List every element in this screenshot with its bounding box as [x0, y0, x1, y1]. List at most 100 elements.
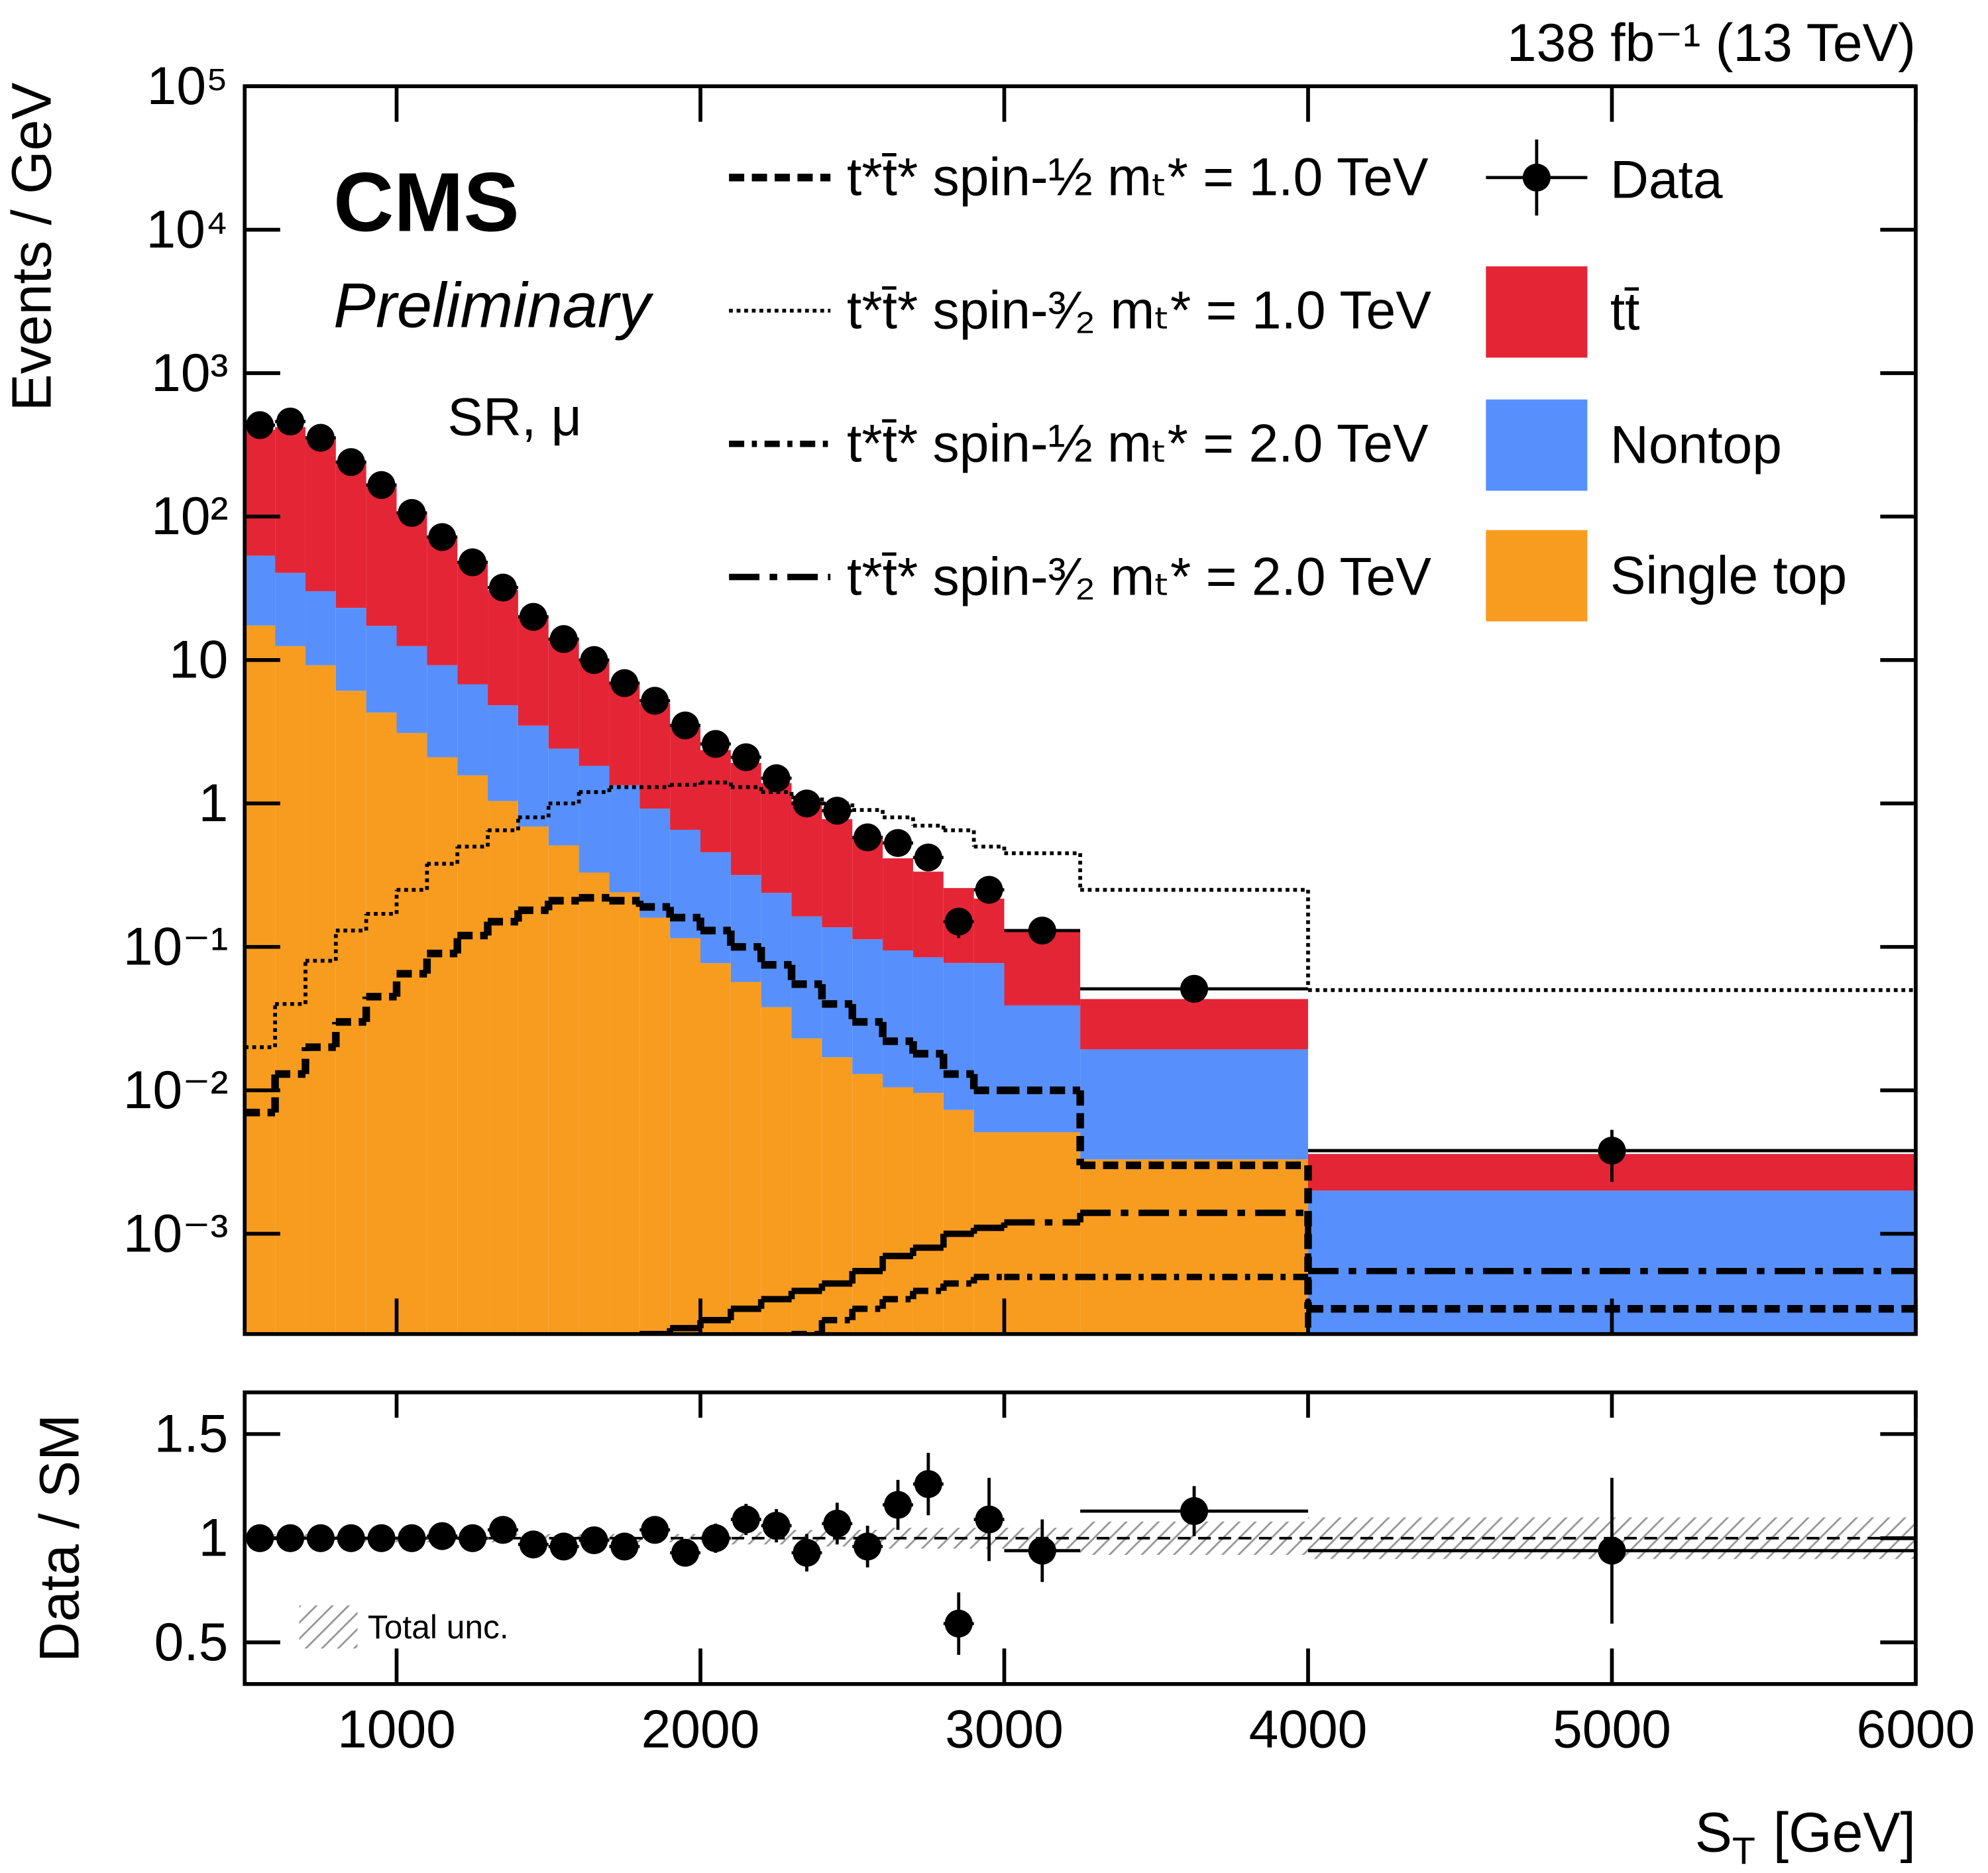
stack-bar	[639, 703, 671, 809]
data-point	[883, 828, 912, 857]
stack-bar	[1080, 999, 1308, 1050]
data-point	[1598, 1137, 1626, 1165]
stack-bar	[335, 462, 366, 608]
stack-bar	[700, 750, 731, 852]
data-point	[337, 448, 365, 477]
data-point	[488, 573, 518, 602]
ratio-point	[732, 1505, 760, 1534]
legend-band-swatch	[299, 1605, 358, 1649]
stack-bar	[305, 665, 336, 1334]
stack-bar	[973, 1132, 1005, 1334]
stack-bar	[639, 917, 671, 1334]
status-label: Preliminary	[333, 270, 654, 341]
legend-data-label: Data	[1610, 150, 1723, 210]
data-point	[428, 523, 457, 551]
stack-bar	[548, 748, 579, 846]
stack-bar	[305, 591, 336, 665]
legend-stack-swatch	[1486, 266, 1588, 358]
x-tick-label: 6000	[1857, 1700, 1975, 1760]
x-tick-label: 1000	[337, 1700, 456, 1760]
x-tick-label: 4000	[1249, 1700, 1368, 1760]
stack-bar	[335, 691, 366, 1334]
ratio-point	[610, 1532, 639, 1561]
ratio-point	[701, 1524, 730, 1552]
stack-bar	[912, 1092, 944, 1334]
stack-bar	[1308, 1334, 1916, 1377]
legend-signal-label: t*t̄* spin-½ mₜ* = 1.0 TeV	[847, 148, 1429, 207]
x-axis-unit: [GeV]	[1773, 1801, 1916, 1863]
x-tick-label: 3000	[945, 1700, 1064, 1760]
legend-stack-label: Nontop	[1610, 415, 1782, 475]
data-point	[854, 823, 882, 852]
stack-bar	[609, 785, 640, 893]
legend-stack-swatch	[1486, 399, 1588, 491]
stack-bar	[943, 1109, 974, 1334]
stack-bar	[245, 625, 276, 1334]
ratio-point	[306, 1524, 335, 1552]
stack-bar	[579, 766, 610, 873]
stack-bar	[761, 893, 792, 1007]
stack-bar	[670, 724, 700, 830]
stack-bar	[761, 1007, 792, 1334]
ratio-point	[428, 1522, 457, 1550]
experiment-label: CMS	[333, 155, 520, 249]
stack-bar	[943, 962, 974, 1110]
stack-bar	[518, 616, 549, 726]
legend-stack-label: Single top	[1610, 545, 1847, 605]
stack-bar	[548, 845, 579, 1334]
legend-stack-label: tt̄	[1610, 282, 1640, 342]
data-point	[914, 843, 942, 872]
stack-bar	[639, 809, 671, 918]
data-point	[610, 669, 639, 697]
region-label: SR, μ	[447, 387, 582, 447]
ratio-point	[488, 1516, 518, 1544]
stack-bar	[1080, 1049, 1308, 1160]
ratio-point	[519, 1530, 547, 1559]
stack-bar	[912, 872, 944, 958]
stack-bar	[791, 1038, 822, 1334]
data-point	[459, 548, 487, 577]
stack-bar	[427, 665, 458, 758]
data-point	[306, 424, 335, 452]
data-point	[276, 407, 305, 436]
ratio-y-tick-label: 1	[199, 1508, 229, 1568]
ratio-point	[398, 1524, 426, 1552]
uncertainty-band	[670, 1534, 700, 1543]
ratio-y-axis-title: Data / SM	[28, 1414, 91, 1662]
stack-bar	[366, 712, 397, 1334]
y-tick-label: 10²	[151, 486, 228, 546]
ratio-point	[1598, 1536, 1626, 1565]
data-point	[793, 789, 821, 818]
data-point	[671, 711, 700, 740]
stack-bar	[427, 757, 458, 1334]
legend: t*t̄* spin-½ mₜ* = 1.0 TeV t*t̄* spin-³⁄₂…	[299, 139, 1847, 1649]
ratio-point	[1028, 1536, 1056, 1565]
ratio-point	[549, 1532, 578, 1561]
stack-bar	[275, 646, 305, 1334]
stack-bar	[883, 858, 913, 951]
stack-bar	[609, 892, 640, 1334]
y-axis-title: Events / GeV	[1, 82, 63, 411]
stack-bar	[822, 819, 853, 928]
stack-bar	[761, 783, 792, 893]
data-point	[1028, 916, 1056, 945]
data-point	[701, 730, 730, 758]
stack-bar	[609, 683, 640, 785]
y-tick-label: 10⁻¹	[123, 917, 229, 976]
ratio-point	[459, 1524, 487, 1552]
stack-bar	[518, 826, 549, 1334]
y-tick-label: 10⁵	[147, 56, 229, 116]
stack-bar	[305, 438, 336, 591]
legend-signal-label: t*t̄* spin-³⁄₂ mₜ* = 1.0 TeV	[847, 281, 1431, 341]
ratio-point	[975, 1505, 1003, 1534]
stack-bar	[427, 537, 458, 665]
legend-band-label: Total unc.	[368, 1609, 509, 1646]
legend-data-marker	[1522, 163, 1551, 192]
data-point	[519, 602, 547, 631]
ratio-plot-area	[245, 1452, 1916, 1655]
y-tick-label: 10⁻³	[123, 1204, 229, 1263]
stack-bar	[730, 982, 761, 1334]
data-point	[944, 907, 973, 936]
x-axis-subscript: T	[1732, 1831, 1755, 1873]
